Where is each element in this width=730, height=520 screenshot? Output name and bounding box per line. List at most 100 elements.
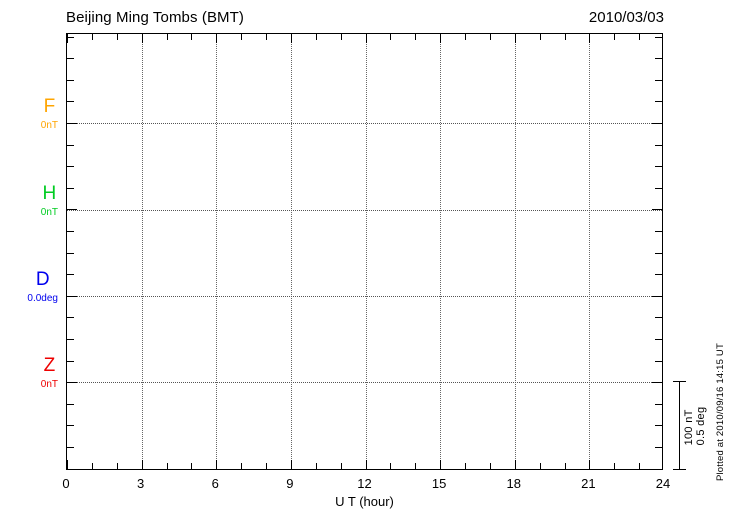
plot-date: 2010/03/03 (588, 9, 664, 26)
x-axis-tick (489, 463, 491, 469)
x-axis-tick (614, 463, 616, 469)
y-axis-tick (67, 123, 77, 124)
x-axis-tick (639, 34, 641, 40)
y-axis-tick (655, 58, 662, 60)
x-axis-tick (116, 34, 118, 40)
x-tick-label: 6 (211, 476, 219, 491)
y-axis-tick (67, 79, 74, 81)
x-axis-tick (67, 460, 68, 469)
y-axis-tick (655, 360, 662, 362)
baseline-f (67, 123, 662, 124)
component-label-d: D 0.0deg (27, 270, 58, 304)
y-axis-tick (67, 317, 74, 319)
x-axis-tick (191, 34, 193, 40)
y-axis-tick (67, 58, 74, 60)
component-baseline-value-h: 0nT (40, 207, 58, 218)
x-axis-tick (216, 460, 218, 469)
component-baseline-value-d: 0.0deg (27, 293, 58, 304)
y-axis-tick (652, 295, 662, 297)
baseline-d (67, 296, 662, 297)
grid-line-vertical (514, 34, 516, 469)
y-axis-tick (67, 339, 74, 340)
x-axis-tick (266, 34, 267, 40)
x-axis-tick (216, 34, 218, 43)
grid-line-vertical (440, 34, 442, 469)
data-trace-layer (67, 34, 662, 469)
page-title: Beijing Ming Tombs (BMT) (66, 9, 245, 26)
grid-line-vertical (589, 34, 591, 469)
x-axis-tick (440, 34, 442, 43)
x-axis-tick (514, 34, 516, 43)
grid-line-vertical (141, 34, 143, 469)
y-axis-tick (67, 101, 74, 103)
amplitude-scale-bar: 100 nT 0.5 deg (673, 381, 713, 470)
x-axis-tick (340, 463, 342, 469)
x-axis-tick (315, 463, 317, 469)
x-axis-tick (415, 34, 417, 40)
y-axis-tick (67, 166, 74, 168)
component-baseline-value-z: 0nT (40, 379, 58, 390)
x-axis-tick (365, 34, 367, 43)
scale-bar-labels: 100 nT 0.5 deg (683, 406, 707, 445)
x-axis-tick (465, 463, 466, 469)
component-label-f: F 0nT (41, 97, 58, 131)
x-axis-tick (166, 463, 168, 469)
baseline-z (67, 382, 662, 383)
x-axis-tick (390, 463, 392, 469)
y-axis-tick (655, 252, 662, 254)
x-tick-label: 24 (655, 476, 671, 491)
x-axis-tick (415, 463, 417, 469)
x-axis-tick (465, 34, 466, 40)
y-axis-tick (67, 425, 74, 427)
x-axis-tick (141, 34, 143, 43)
plotted-at-stamp: Plotted at 2010/09/16 14:15 UT (715, 343, 726, 482)
component-letter-f: F (43, 96, 56, 117)
x-axis-tick (589, 34, 591, 43)
x-axis-title: U T (hour) (335, 494, 394, 509)
plot-frame (66, 33, 663, 470)
y-axis-tick (652, 382, 662, 384)
grid-line-vertical (216, 34, 218, 469)
scale-bar-deg-label: 0.5 deg (695, 406, 707, 445)
grid-line-vertical (290, 34, 292, 469)
y-axis-tick (67, 403, 74, 405)
y-axis-tick (655, 187, 662, 189)
y-axis-tick (67, 295, 77, 297)
grid-line-vertical (365, 34, 367, 469)
data-traces (67, 34, 662, 469)
y-axis-tick (67, 360, 74, 362)
x-axis-tick (67, 34, 68, 43)
scale-bar-nt-label: 100 nT (683, 408, 695, 445)
y-axis-tick (67, 252, 74, 254)
y-axis-tick (655, 101, 662, 103)
y-axis-tick (652, 123, 662, 124)
x-axis-tick (266, 463, 267, 469)
y-axis-tick (655, 166, 662, 168)
y-axis-tick (655, 425, 662, 427)
y-axis-tick (655, 274, 662, 276)
component-letter-d: D (35, 269, 50, 290)
y-axis-tick (655, 79, 662, 81)
y-axis-tick (67, 187, 74, 189)
y-axis-tick (655, 403, 662, 405)
x-axis-tick (166, 34, 168, 40)
y-axis-tick (655, 339, 662, 340)
x-axis-tick (390, 34, 392, 40)
component-label-h: H 0nT (41, 184, 58, 218)
x-axis-tick (589, 460, 591, 469)
x-axis-tick (539, 34, 541, 40)
plot-area (67, 34, 662, 469)
x-axis-tick (241, 463, 243, 469)
x-axis-tick (514, 460, 516, 469)
x-axis-tick (241, 34, 243, 40)
baseline-h (67, 210, 662, 211)
x-tick-label: 18 (506, 476, 521, 491)
y-axis-tick (67, 209, 77, 211)
y-axis-tick (655, 447, 662, 448)
x-tick-label: 3 (137, 476, 145, 491)
y-axis-tick (655, 144, 662, 146)
x-axis-tick (290, 34, 292, 43)
x-axis-tick (116, 463, 118, 469)
x-tick-label: 21 (581, 476, 596, 491)
